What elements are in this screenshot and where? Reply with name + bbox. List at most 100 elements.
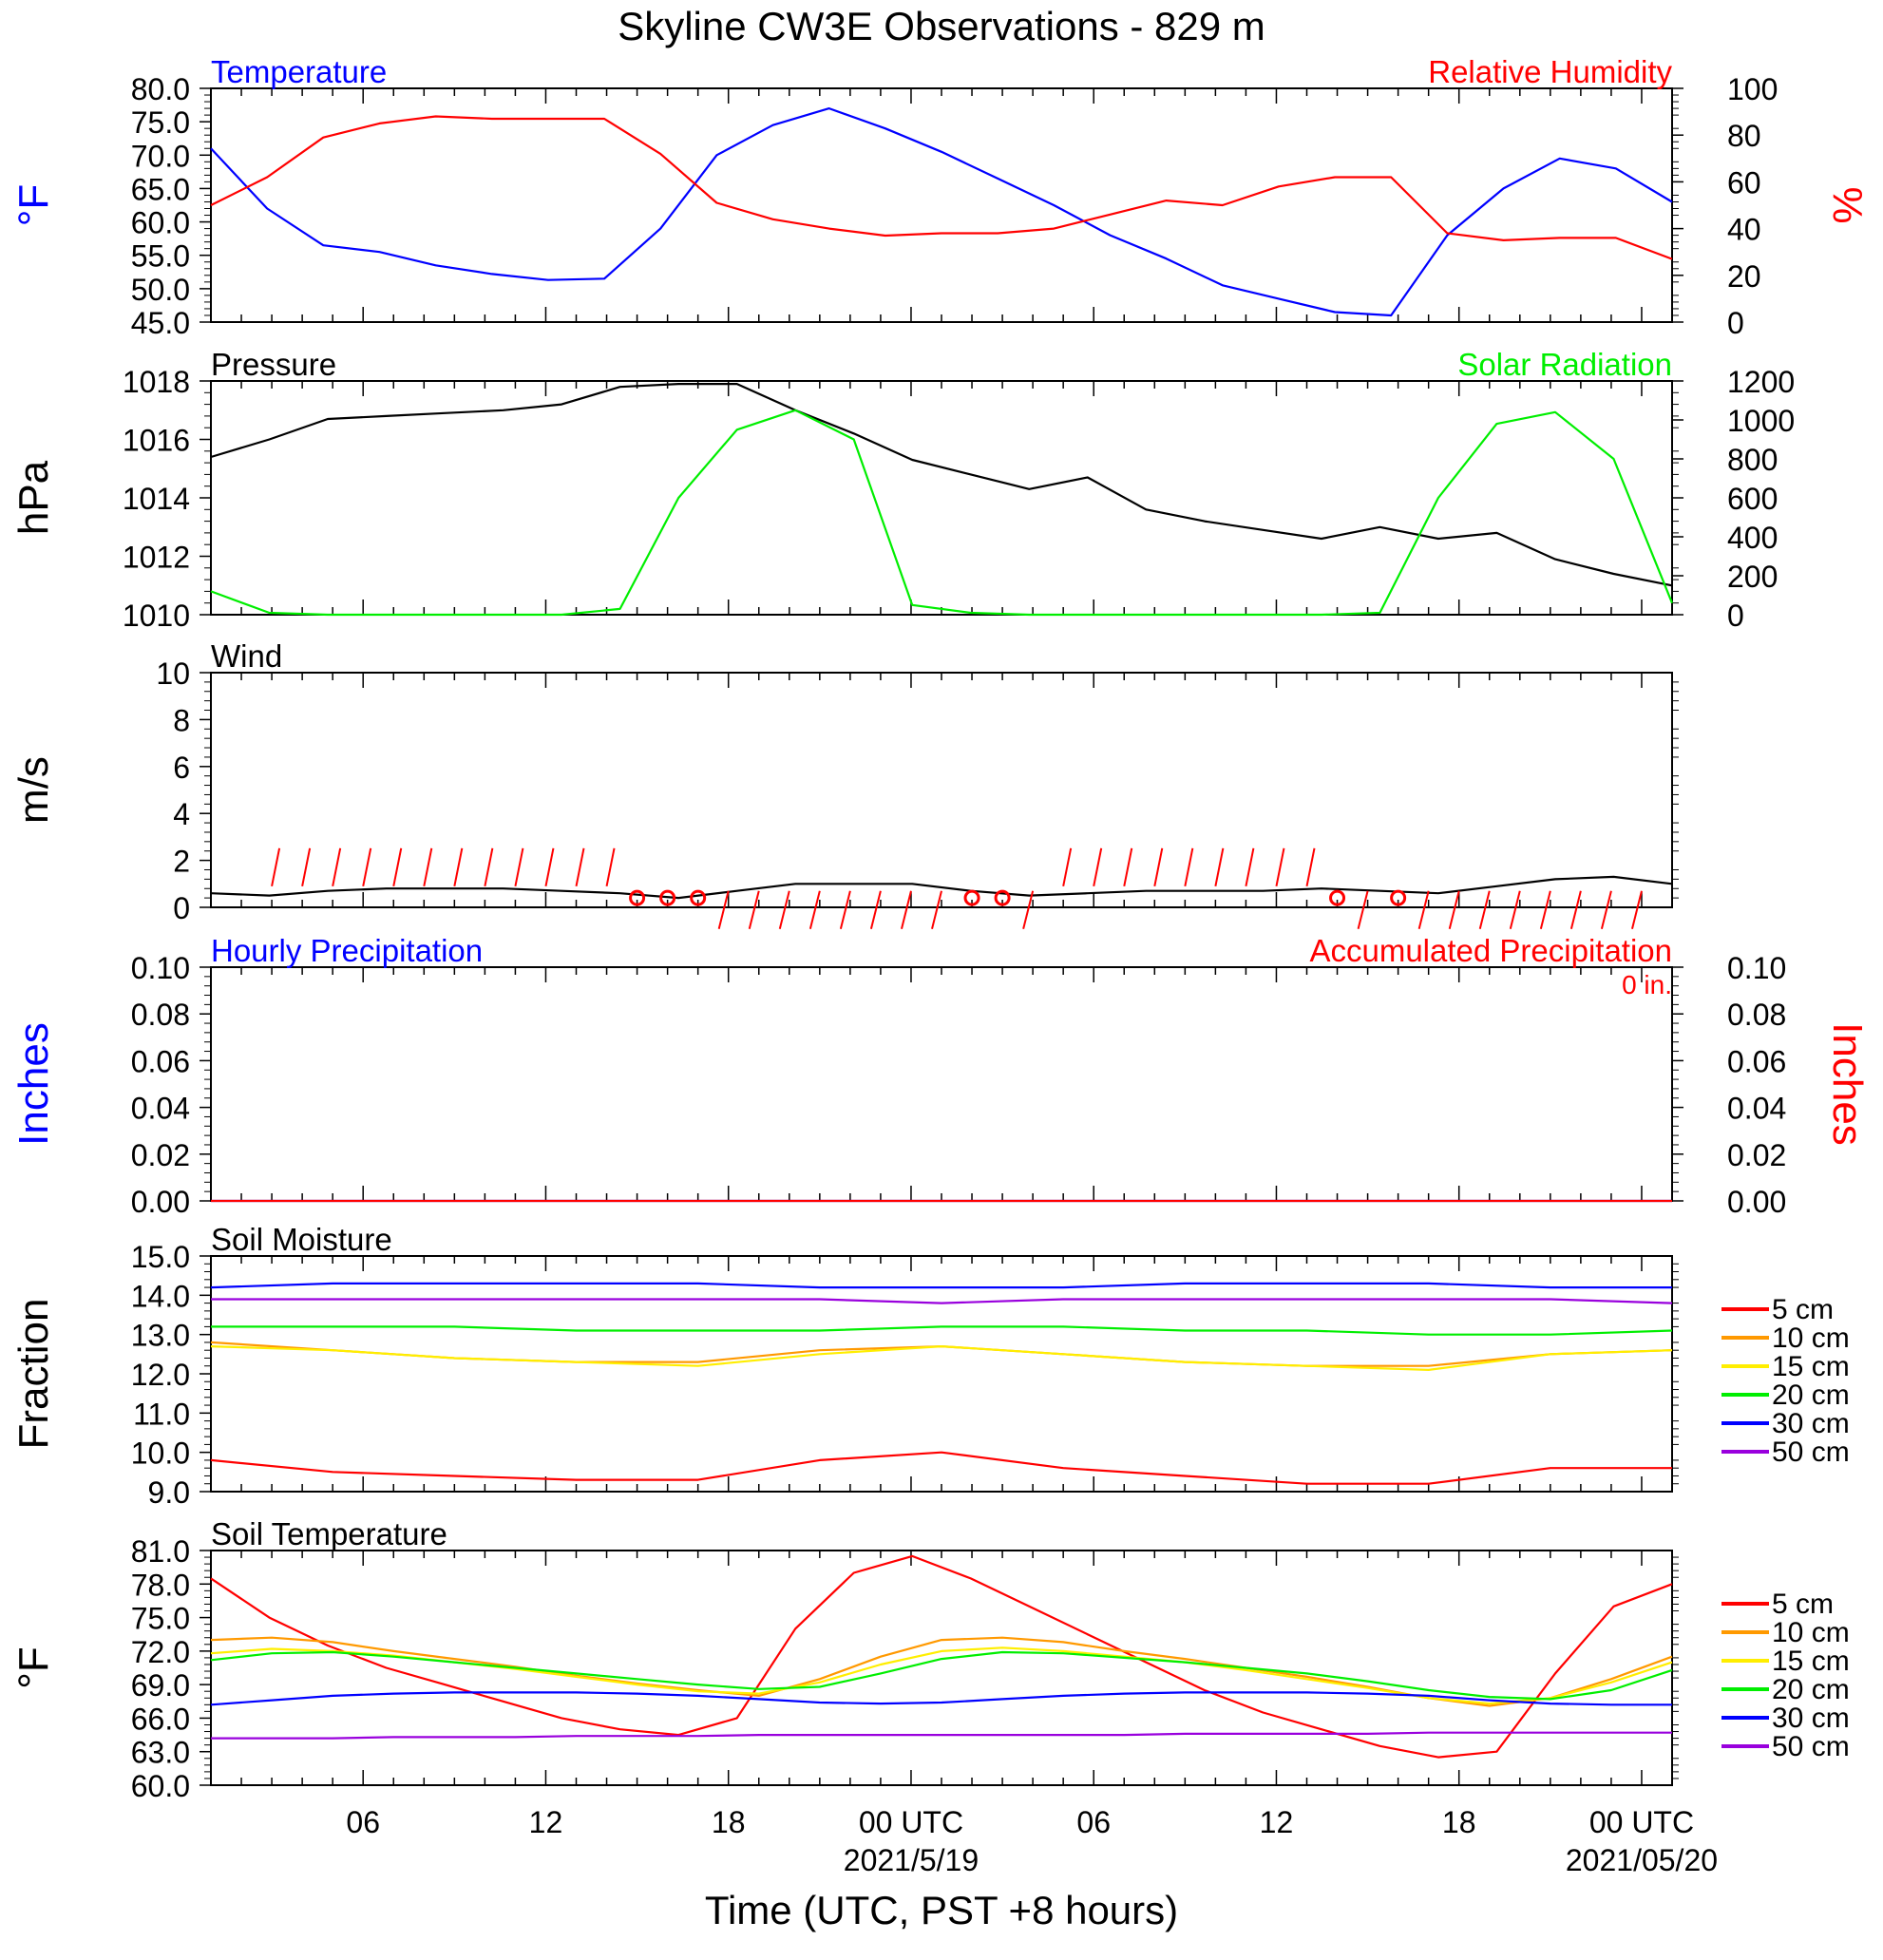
legend-label: 50 cm (1772, 1731, 1850, 1762)
panel-title-left: Hourly Precipitation (211, 933, 483, 968)
y-tick-label: 1012 (123, 541, 190, 575)
x-date-label: 2021/05/20 (1566, 1843, 1718, 1877)
y2-tick-label: 0.06 (1727, 1044, 1786, 1078)
y-tick-label: 65.0 (131, 172, 190, 206)
y-tick-label: 1014 (123, 482, 190, 516)
wind-barb (1630, 890, 1643, 929)
calm-marker (994, 889, 1011, 906)
y2-tick-label: 0 (1727, 306, 1744, 340)
y-tick-label: 66.0 (131, 1702, 190, 1736)
series-line-3 (210, 1344, 1673, 1372)
panel-5: 15.0 14.0 13.0 12.0 11.0 10.0 9.0 Fraction Soil … (10, 1222, 1850, 1510)
wind-barb (605, 847, 616, 886)
panel-title-right: Accumulated Precipitation (1309, 933, 1672, 968)
legend-label: 30 cm (1772, 1703, 1850, 1734)
calm-marker (1390, 889, 1407, 906)
y2-tick-label: 20 (1727, 259, 1761, 294)
y-tick-label: 10.0 (131, 1437, 190, 1471)
wind-barb (423, 847, 433, 886)
y-tick-label: 1010 (123, 599, 190, 633)
series-line-5 (210, 1282, 1672, 1289)
wind-barb (778, 890, 790, 929)
wind-barb (1600, 890, 1612, 929)
legend-label: 5 cm (1772, 1294, 1834, 1325)
panel-title-left: Pressure (211, 347, 336, 382)
panel-1: 80.075.070.065.060.055.050.045.0 100 80 60 4… (10, 54, 1871, 340)
y2-tick-label: 1000 (1727, 404, 1795, 438)
series-line-1 (210, 1554, 1673, 1759)
calm-marker (629, 889, 646, 906)
panel-title-left: Soil Moisture (211, 1222, 392, 1257)
wind-barb (808, 890, 821, 929)
y2-tick-label: 60 (1727, 165, 1761, 200)
y2-tick-label: 1200 (1727, 365, 1795, 399)
y-tick-label: 4 (173, 797, 190, 831)
precip-annotation: 0 in. (1622, 970, 1672, 999)
y-tick-label: 55.0 (131, 239, 190, 274)
y-tick-label: 0.08 (131, 998, 190, 1032)
wind-barb (1245, 847, 1255, 886)
y-tick-label: 0.10 (131, 951, 190, 985)
y2-tick-label: 0 (1727, 599, 1744, 633)
x-tick-label: 18 (712, 1805, 746, 1839)
plot-frame (210, 87, 1673, 323)
y2-tick-label: 0.10 (1727, 951, 1786, 985)
y-tick-label: 0.00 (131, 1185, 190, 1219)
y-tick-label: 0.04 (131, 1092, 190, 1126)
y2-tick-label: 800 (1727, 443, 1778, 477)
y-tick-label: 6 (173, 751, 190, 785)
panel-2: 1018 1016 1014 1012 1010 1200 1000 800 600 400 200… (10, 347, 1795, 633)
legend-label: 20 cm (1772, 1674, 1850, 1705)
legend-label: 10 cm (1772, 1323, 1850, 1354)
wind-barb (1153, 847, 1164, 886)
plot-frame (210, 672, 1673, 908)
series-line-2 (210, 409, 1674, 617)
wind-barb (1448, 890, 1460, 929)
wind-barb (1214, 847, 1225, 886)
y-tick-label: 81.0 (131, 1534, 190, 1569)
panel-title-left: Soil Temperature (211, 1516, 447, 1551)
wind-barb (301, 847, 312, 886)
series-line-5 (210, 1691, 1672, 1706)
y2-tick-label: 100 (1727, 72, 1778, 106)
series-line-4 (210, 1650, 1673, 1701)
wind-barb (1123, 847, 1133, 886)
x-tick-label: 06 (346, 1805, 380, 1839)
calm-marker (659, 889, 676, 906)
x-axis-label: Time (UTC, PST +8 hours) (705, 1888, 1178, 1932)
wind-barb (1275, 847, 1285, 886)
calm-marker (1329, 889, 1346, 906)
wind-barb (271, 847, 281, 886)
series-line-2 (210, 1636, 1673, 1707)
series-line-4 (211, 1325, 1673, 1336)
plot-frame (210, 1550, 1673, 1786)
wind-barb (332, 847, 342, 886)
y-tick-label: 0.06 (131, 1044, 190, 1078)
x-tick-label: 12 (529, 1805, 563, 1839)
calm-marker (690, 889, 707, 906)
wind-barb (717, 890, 730, 929)
x-date-label: 2021/5/19 (844, 1843, 979, 1877)
y-tick-label: 78.0 (131, 1568, 190, 1602)
legend-label: 50 cm (1772, 1437, 1850, 1468)
x-tick-label: 00 UTC (859, 1805, 963, 1839)
legend-label: 15 cm (1772, 1351, 1850, 1382)
y-tick-label: 75.0 (131, 105, 190, 140)
wind-barb (1509, 890, 1521, 929)
legend-label: 30 cm (1772, 1408, 1850, 1439)
wind-barb (392, 847, 403, 886)
wind-barb (1305, 847, 1316, 886)
wind-barb (1569, 890, 1582, 929)
wind-barbs (271, 847, 1643, 929)
wind-barb (484, 847, 494, 886)
wind-barb (931, 890, 942, 929)
plot-frame (210, 380, 1673, 616)
panel-4: 0.10 0.08 0.06 0.04 0.02 0.00 0.10 0.08 0.06 0.04… (10, 933, 1871, 1219)
y-axis-label: Inches (10, 1022, 57, 1146)
series-line-2 (210, 115, 1673, 260)
y-tick-label: 69.0 (131, 1668, 190, 1703)
wind-barb (1184, 847, 1194, 886)
